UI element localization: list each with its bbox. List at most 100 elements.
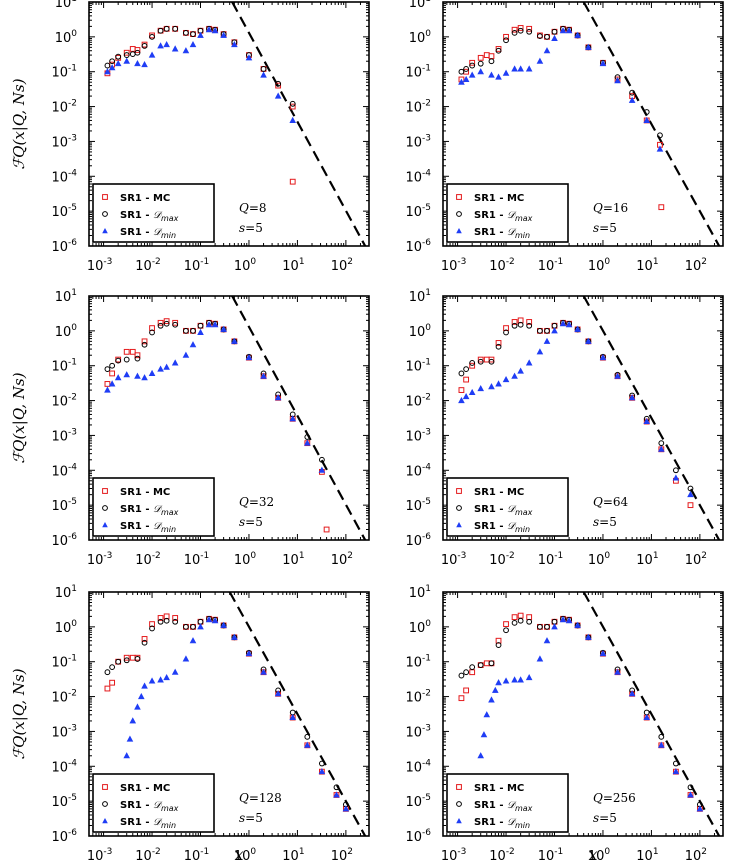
y-tick-label: 10-5 xyxy=(405,497,431,514)
data-point xyxy=(163,25,170,32)
data-point xyxy=(109,679,116,686)
data-point xyxy=(289,116,297,123)
data-point xyxy=(477,358,484,365)
y-tick-label: 10-1 xyxy=(405,654,431,671)
data-point xyxy=(511,322,518,329)
data-point xyxy=(687,502,694,509)
legend-label: SR1 - MC xyxy=(474,783,524,794)
y-tick-label: 101 xyxy=(409,0,431,11)
data-point xyxy=(469,62,476,69)
x-tick-label: 102 xyxy=(685,257,707,274)
reference-line xyxy=(582,296,721,540)
data-point xyxy=(687,485,694,492)
data-point xyxy=(628,690,636,697)
y-tick-label: 10-5 xyxy=(405,203,431,220)
data-point xyxy=(517,321,524,328)
data-point xyxy=(503,627,509,634)
x-tick-label: 10-3 xyxy=(87,551,113,568)
legend-marker xyxy=(456,488,462,494)
data-point xyxy=(123,52,130,58)
data-point xyxy=(468,388,476,396)
data-point xyxy=(488,58,495,65)
data-point xyxy=(483,711,491,718)
data-point xyxy=(289,415,297,422)
y-tick-label: 101 xyxy=(55,0,77,11)
data-point xyxy=(463,66,470,72)
x-tick-label: 10-1 xyxy=(538,847,564,864)
data-point xyxy=(163,40,170,48)
data-point xyxy=(172,615,179,621)
data-point xyxy=(123,657,130,664)
data-point xyxy=(115,357,122,364)
x-tick-label: 10-1 xyxy=(184,847,210,864)
data-point xyxy=(157,42,164,49)
legend-label: SR1 - MC xyxy=(474,487,524,498)
legend-marker xyxy=(102,522,108,528)
y-tick-label: 101 xyxy=(409,584,431,601)
y-tick-label: 100 xyxy=(55,619,78,636)
legend-box xyxy=(92,477,215,537)
legend-marker xyxy=(456,522,462,528)
data-point xyxy=(190,623,196,630)
data-point xyxy=(599,60,607,67)
data-point xyxy=(503,33,509,40)
y-tick-label: 10-4 xyxy=(405,462,431,479)
data-point xyxy=(211,617,219,624)
annotation: Q=32 xyxy=(239,495,274,509)
axis-ticks xyxy=(442,1,724,247)
data-point xyxy=(182,655,190,662)
legend-marker xyxy=(102,488,108,494)
data-point xyxy=(469,59,476,66)
data-point xyxy=(657,132,663,139)
data-point xyxy=(526,618,533,625)
x-tick-label: 10-1 xyxy=(184,551,210,568)
data-point xyxy=(172,25,179,32)
data-point xyxy=(585,337,592,344)
data-point xyxy=(123,57,131,64)
x-tick-label: 10-3 xyxy=(87,257,113,274)
data-point xyxy=(525,359,533,366)
annotation: Q=8 xyxy=(239,201,267,215)
data-point xyxy=(260,372,267,379)
y-tick-label: 10-2 xyxy=(51,689,77,706)
y-tick-label: 10-4 xyxy=(405,168,431,185)
y-tick-label: 10-6 xyxy=(405,238,431,255)
y-tick-label: 10-3 xyxy=(51,723,77,740)
data-point xyxy=(574,325,581,332)
data-point xyxy=(517,65,524,72)
data-point xyxy=(141,682,148,689)
data-point xyxy=(672,768,680,775)
data-point xyxy=(205,321,213,328)
reference-line xyxy=(228,592,367,836)
data-point xyxy=(245,650,253,657)
y-tick-label: 10-6 xyxy=(405,828,431,845)
y-tick-label: 10-6 xyxy=(405,532,431,549)
data-point xyxy=(274,92,282,99)
y-tick-label: 10-5 xyxy=(51,497,77,514)
y-tick-label: 10-6 xyxy=(51,238,77,255)
y-tick-label: 10-1 xyxy=(405,358,431,375)
data-point xyxy=(536,57,544,64)
data-point xyxy=(565,617,573,624)
data-point xyxy=(318,760,325,767)
data-point xyxy=(458,672,465,679)
data-point xyxy=(163,673,170,681)
data-point xyxy=(458,370,465,377)
data-point xyxy=(134,60,141,67)
data-point xyxy=(525,65,533,72)
y-tick-label: 10-1 xyxy=(51,358,77,375)
data-point xyxy=(197,328,204,335)
data-point xyxy=(318,768,326,775)
data-point xyxy=(614,372,621,379)
data-point xyxy=(123,654,130,661)
x-tick-label: 102 xyxy=(331,551,353,568)
legend-marker xyxy=(102,194,108,200)
data-point xyxy=(551,28,558,35)
annotation: s=5 xyxy=(239,811,263,825)
x-tick-label: 100 xyxy=(588,551,611,568)
y-tick-label: 10-2 xyxy=(405,689,431,706)
data-point xyxy=(495,343,502,350)
legend-box xyxy=(446,183,569,243)
data-point xyxy=(488,696,495,703)
axis-ticks xyxy=(442,295,724,541)
